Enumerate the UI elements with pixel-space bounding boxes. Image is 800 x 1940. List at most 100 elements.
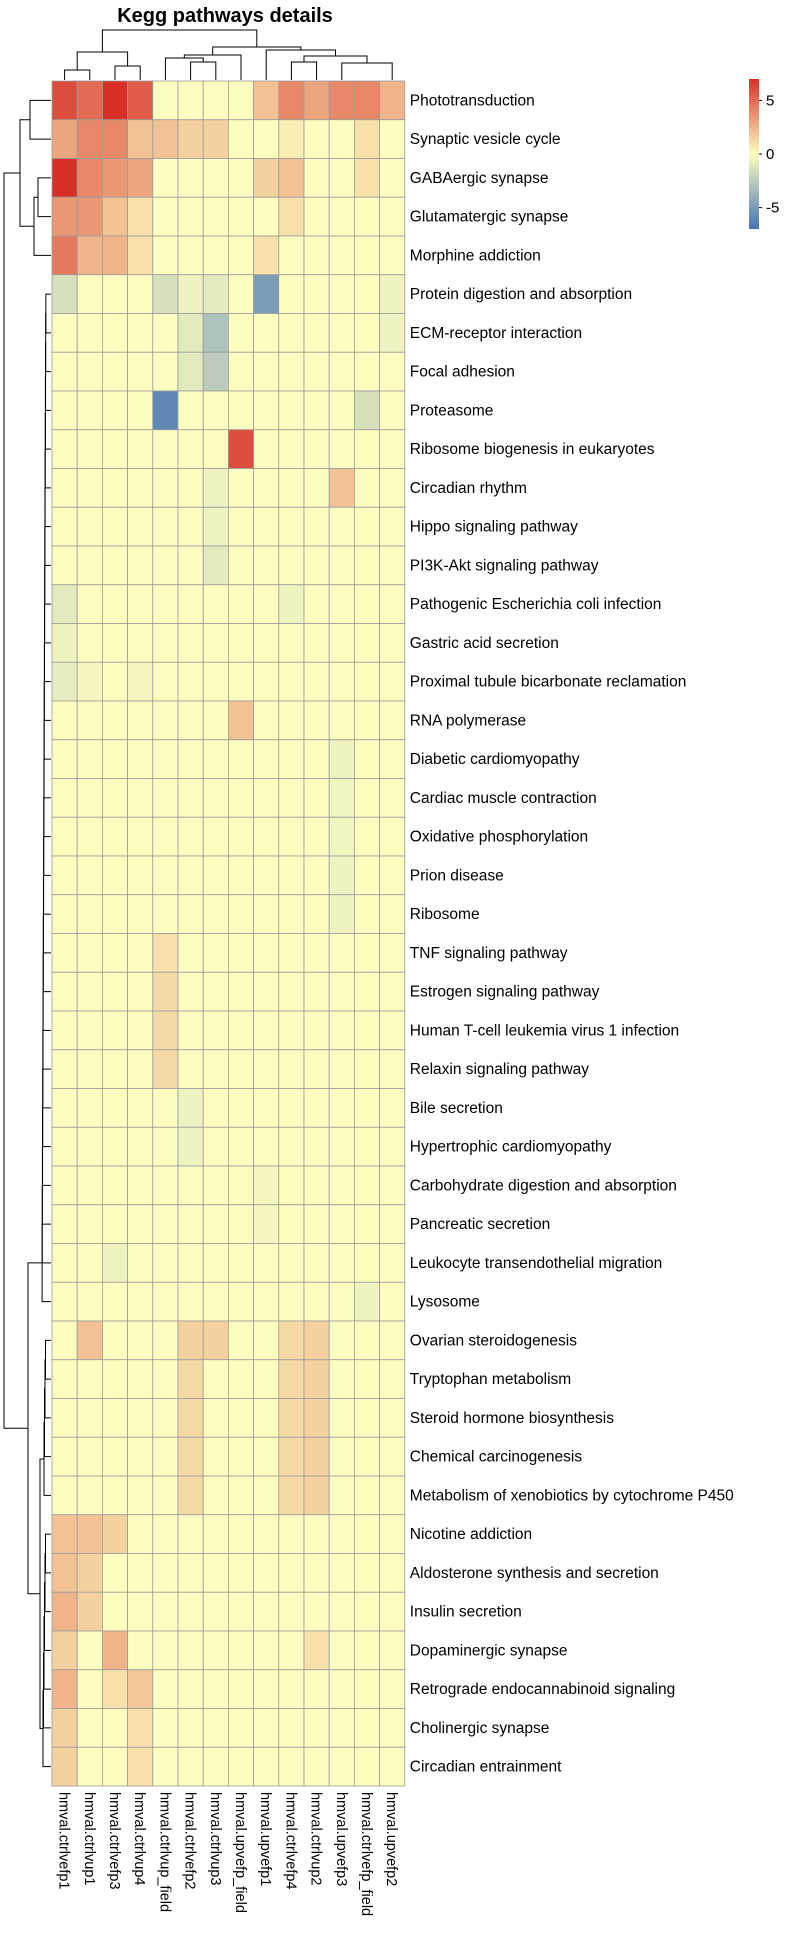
heatmap-cell <box>379 1591 406 1632</box>
heatmap-cell <box>253 1126 280 1167</box>
heatmap-cell <box>76 1746 103 1787</box>
heatmap-cell <box>127 623 154 663</box>
heatmap-cell <box>152 1669 179 1709</box>
heatmap-cell <box>303 351 330 392</box>
heatmap-cell <box>303 700 330 741</box>
heatmap-cell <box>253 1281 280 1322</box>
heatmap-cell <box>253 855 280 896</box>
column-label: hmval.upvefp_field <box>232 1792 248 1913</box>
heatmap-cell <box>303 545 330 586</box>
heatmap-cell <box>227 1746 254 1787</box>
column-label: hmval.ctrlvup1 <box>81 1792 97 1885</box>
heatmap-cell <box>379 468 406 508</box>
heatmap-cell <box>379 1320 406 1361</box>
heatmap-cell <box>152 1708 179 1748</box>
heatmap-cell <box>278 1243 305 1283</box>
heatmap-cell <box>127 1049 154 1089</box>
heatmap-cell <box>353 468 380 508</box>
heatmap-cell <box>102 739 129 779</box>
column-dendrogram-branch <box>341 62 393 80</box>
heatmap-cell <box>379 1049 406 1089</box>
heatmap-cell <box>102 119 129 159</box>
heatmap-cell <box>353 816 380 857</box>
heatmap-cell <box>177 1049 204 1089</box>
heatmap-cell <box>278 1475 305 1516</box>
row-label: Ovarian steroidogenesis <box>410 1332 577 1349</box>
heatmap-cell <box>253 778 280 818</box>
heatmap-cell <box>152 739 179 779</box>
heatmap-cell <box>102 661 129 702</box>
heatmap-cell <box>328 545 355 586</box>
heatmap-cell <box>51 1165 78 1206</box>
heatmap-cell <box>202 1049 229 1089</box>
heatmap-cell <box>379 700 406 741</box>
heatmap-cell <box>177 1398 204 1438</box>
heatmap-cell <box>202 661 229 702</box>
heatmap-cell <box>328 1708 355 1748</box>
heatmap-cell <box>127 390 154 431</box>
heatmap-cell <box>76 661 103 702</box>
heatmap-cell <box>127 1553 154 1593</box>
row-label: Metabolism of xenobiotics by cytochrome … <box>410 1487 734 1504</box>
heatmap-cell <box>227 468 254 508</box>
heatmap-cell <box>278 468 305 508</box>
heatmap-cell <box>328 1475 355 1516</box>
row-label: Tryptophan metabolism <box>410 1371 571 1388</box>
heatmap-cell <box>76 855 103 896</box>
heatmap-cell <box>379 313 406 353</box>
heatmap-cell <box>152 390 179 431</box>
heatmap-cell <box>152 584 179 624</box>
heatmap-cell <box>253 933 280 973</box>
heatmap-cell <box>177 274 204 314</box>
heatmap-cell <box>152 545 179 586</box>
heatmap-cell <box>76 1514 103 1554</box>
heatmap-cell <box>278 429 305 469</box>
heatmap-cell <box>278 235 305 276</box>
row-dendrogram-branch <box>45 313 51 373</box>
heatmap-cell <box>202 1436 229 1477</box>
heatmap-cell <box>76 1204 103 1244</box>
heatmap-cell <box>303 429 330 469</box>
heatmap-cell <box>278 1398 305 1438</box>
heatmap-cell <box>177 894 204 934</box>
heatmap-cell <box>127 1126 154 1167</box>
heatmap-cell <box>253 506 280 547</box>
heatmap-cell <box>76 158 103 198</box>
heatmap-cell <box>253 894 280 934</box>
heatmap-cell <box>177 816 204 857</box>
heatmap-cell <box>202 196 229 237</box>
heatmap-cell <box>127 894 154 934</box>
column-dendrogram-branch <box>212 46 302 55</box>
heatmap-cell <box>152 1398 179 1438</box>
heatmap-cell <box>177 468 204 508</box>
heatmap-cell <box>253 1320 280 1361</box>
heatmap-cell <box>328 1010 355 1051</box>
heatmap-cell <box>353 1088 380 1128</box>
heatmap-cell <box>253 545 280 586</box>
heatmap-cell <box>51 700 78 741</box>
column-dendrogram-branch <box>64 69 91 80</box>
row-dendrogram-branch <box>29 99 51 140</box>
heatmap-cell <box>253 1475 280 1516</box>
heatmap-cell <box>328 1243 355 1283</box>
heatmap-cell <box>152 1049 179 1089</box>
heatmap-cell <box>303 1746 330 1787</box>
heatmap-cell <box>76 1436 103 1477</box>
legend-tick-label: -5 <box>766 200 779 217</box>
heatmap-cell <box>328 1049 355 1089</box>
heatmap-cell <box>152 80 179 121</box>
row-label: Hypertrophic cardiomyopathy <box>410 1139 612 1156</box>
heatmap-cell <box>127 933 154 973</box>
heatmap-cell <box>152 1204 179 1244</box>
row-label: Hippo signaling pathway <box>410 519 578 536</box>
heatmap-cell <box>303 390 330 431</box>
heatmap-cell <box>152 1126 179 1167</box>
heatmap-cell <box>202 1475 229 1516</box>
heatmap-cell <box>76 1049 103 1089</box>
row-label: TNF signaling pathway <box>410 945 568 962</box>
heatmap-cell <box>328 855 355 896</box>
heatmap-cell <box>102 1669 129 1709</box>
heatmap-cell <box>353 778 380 818</box>
heatmap-cell <box>253 1204 280 1244</box>
